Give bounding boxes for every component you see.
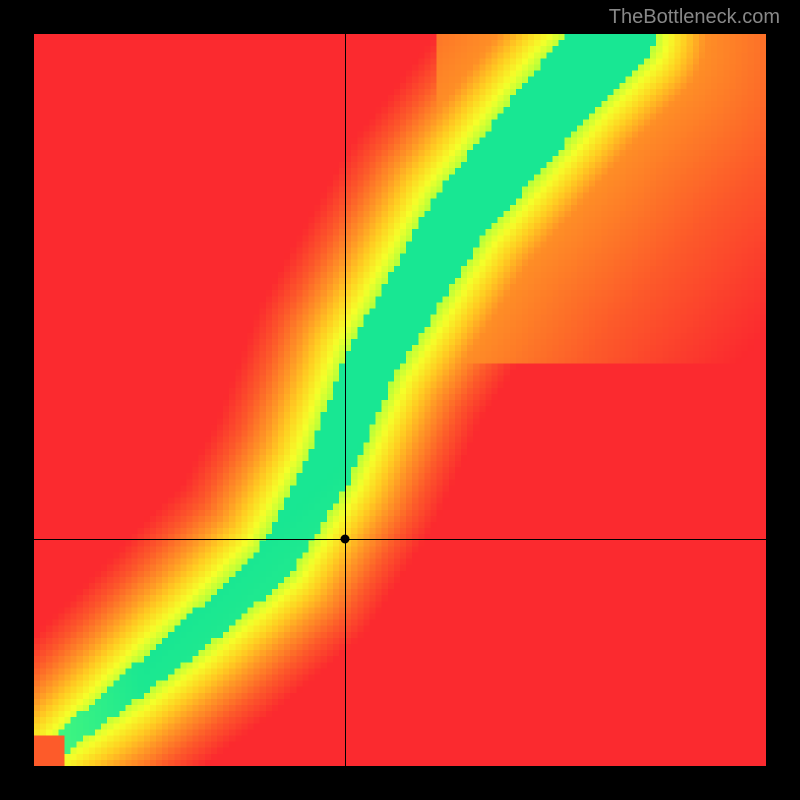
plot-area — [34, 34, 766, 766]
watermark-text: TheBottleneck.com — [609, 6, 780, 29]
heatmap-canvas — [34, 34, 766, 766]
crosshair-vertical — [345, 34, 346, 766]
crosshair-dot — [341, 535, 350, 544]
crosshair-horizontal — [34, 539, 766, 540]
